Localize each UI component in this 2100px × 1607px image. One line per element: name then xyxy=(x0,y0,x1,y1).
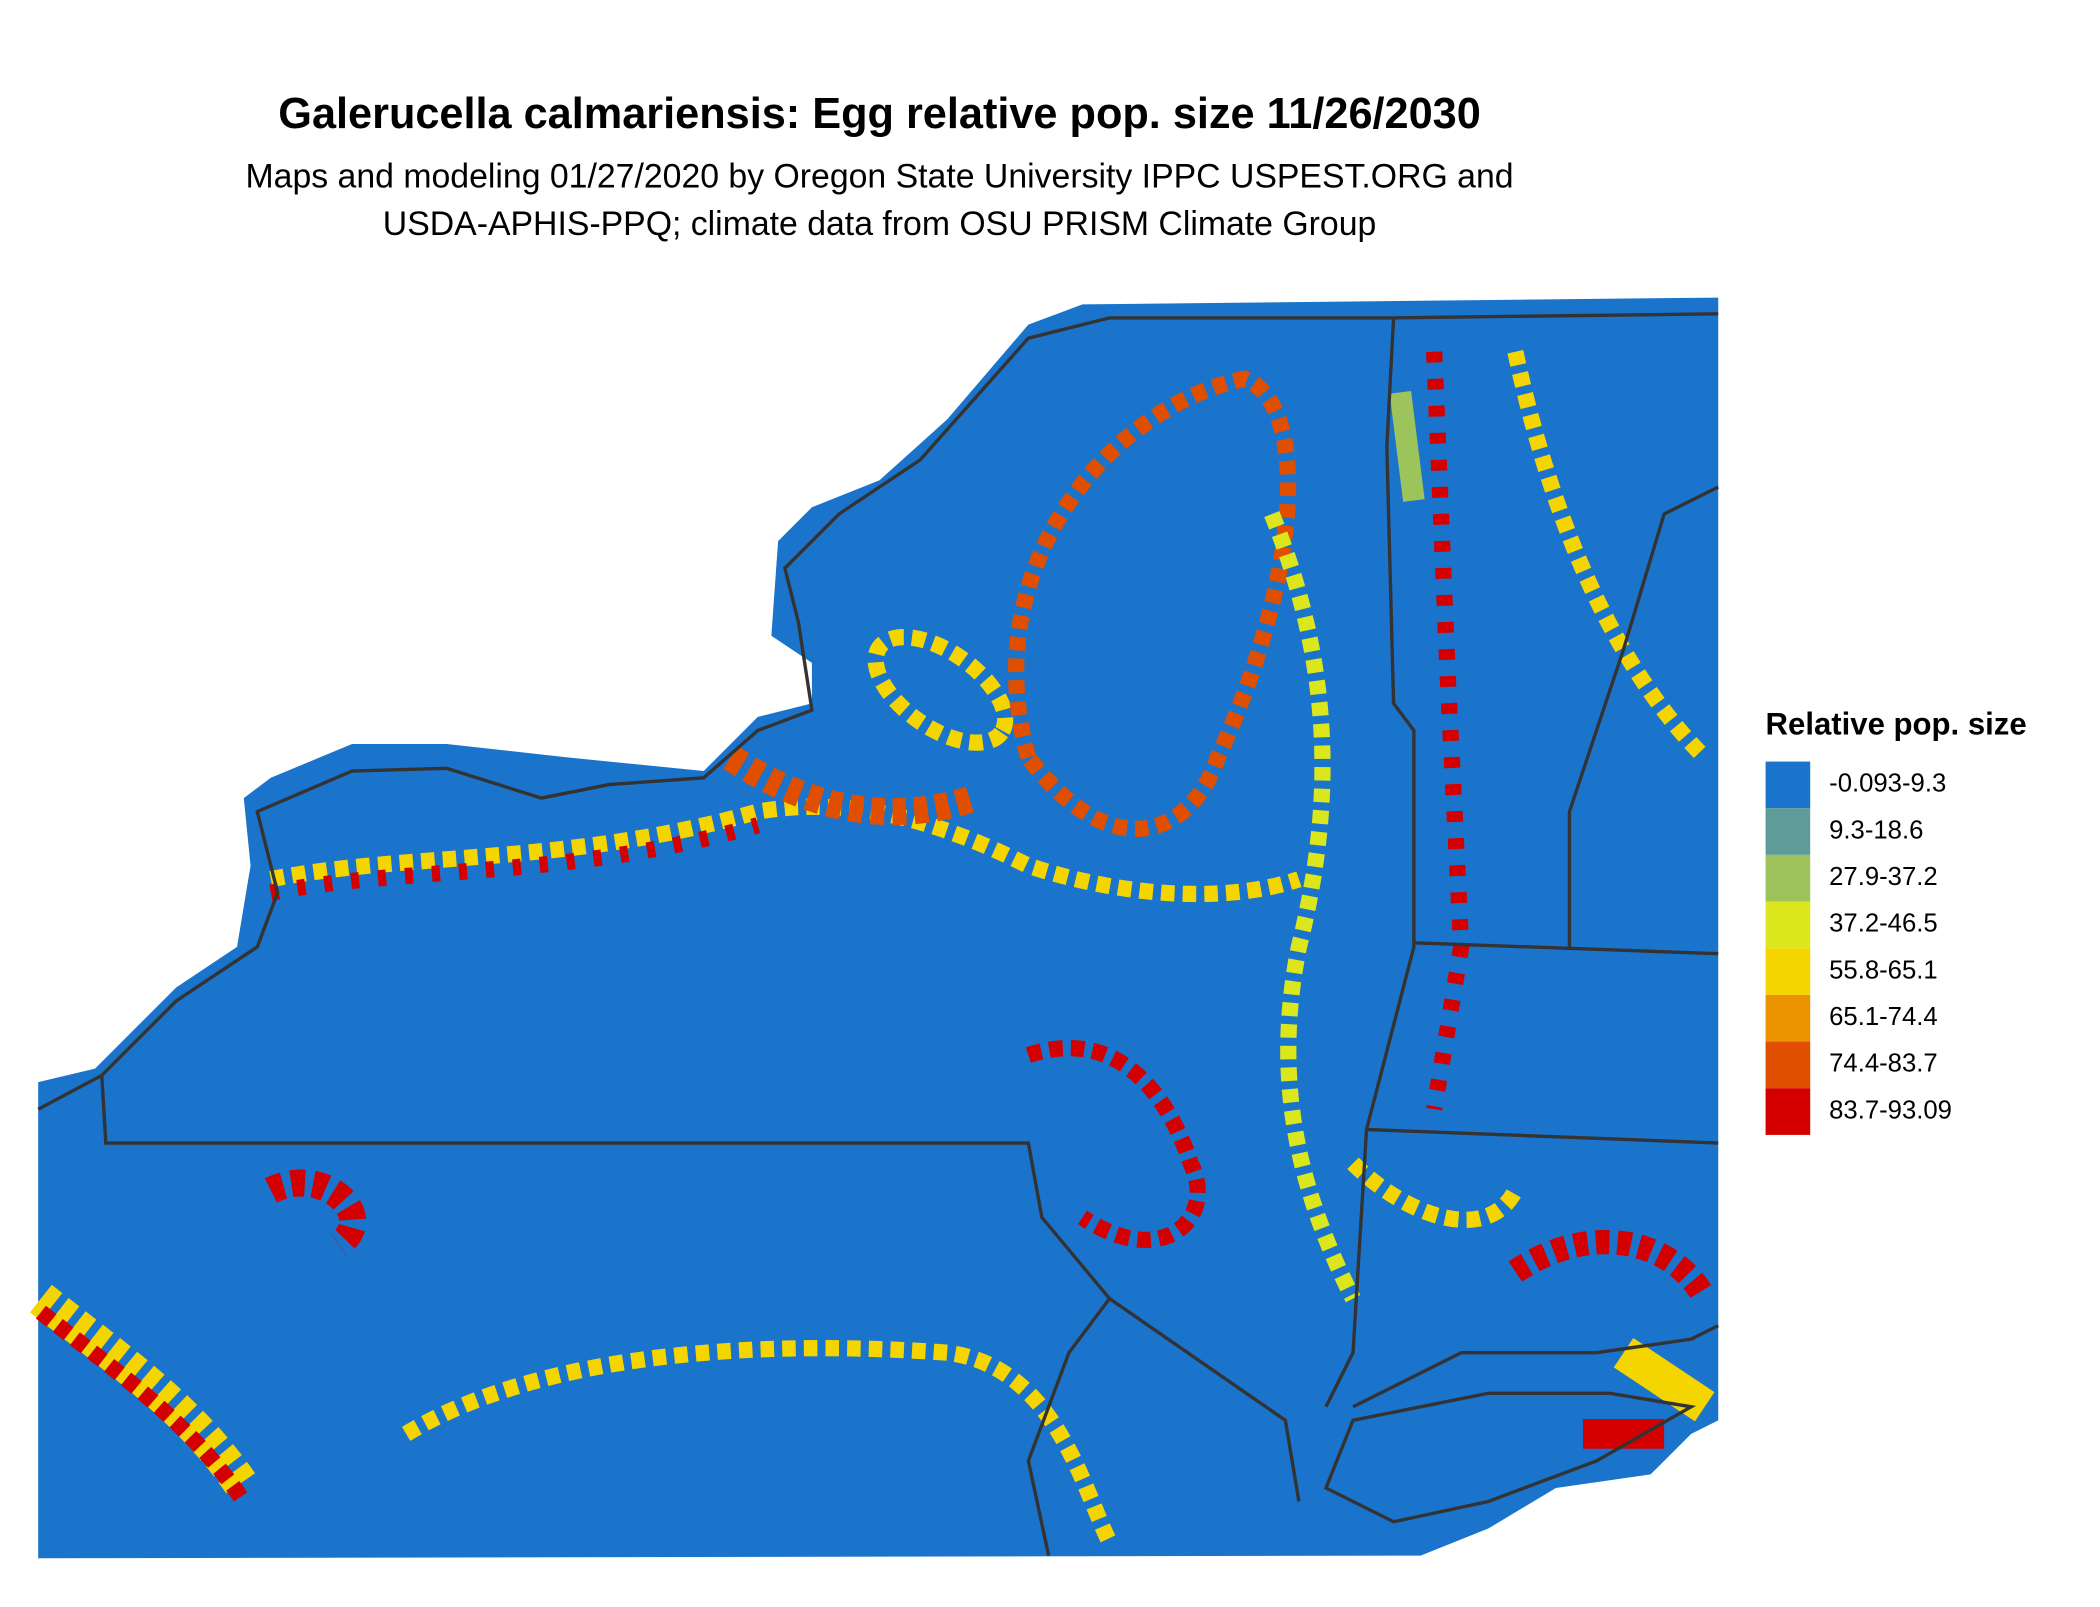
hotspot xyxy=(264,1169,366,1256)
legend-label: 37.2-46.5 xyxy=(1829,910,1938,938)
legend-label: 83.7-93.09 xyxy=(1829,1096,1952,1124)
hotspots xyxy=(29,349,1716,1546)
border xyxy=(1366,1127,1719,1145)
legend-swatch xyxy=(1765,994,1811,1042)
hotspot xyxy=(1426,351,1470,1111)
legend-label: 74.4-83.7 xyxy=(1829,1050,1938,1078)
hotspot xyxy=(1347,1157,1523,1228)
hotspot xyxy=(401,1340,1117,1546)
legend-label: 9.3-18.6 xyxy=(1829,816,1923,844)
border xyxy=(1352,1324,1719,1409)
legend: Relative pop. size -0.093-9.3 9.3-18.6 27.… xyxy=(1765,707,2027,1135)
raster-map xyxy=(29,297,1719,1559)
border xyxy=(100,1075,1301,1502)
legend-swatch xyxy=(1765,901,1811,949)
legend-swatch xyxy=(1765,761,1811,809)
hotspot xyxy=(1613,1338,1715,1422)
hotspot xyxy=(1389,390,1425,502)
legend-label: 55.8-65.1 xyxy=(1829,956,1938,984)
legend-swatch xyxy=(1765,948,1811,995)
legend-label: 65.1-74.4 xyxy=(1829,1003,1938,1031)
legend-title: Relative pop. size xyxy=(1766,707,2027,742)
hotspot xyxy=(1507,349,1711,764)
border xyxy=(1324,317,1416,1408)
legend-swatch xyxy=(1765,1088,1811,1135)
legend-label: -0.093-9.3 xyxy=(1829,770,1946,798)
map-title: Galerucella calmariensis: Egg relative p… xyxy=(278,90,1480,138)
hotspot xyxy=(1025,1039,1206,1248)
state-borders xyxy=(37,312,1719,1556)
hotspot xyxy=(867,628,1014,751)
legend-label: 27.9-37.2 xyxy=(1829,863,1938,891)
border xyxy=(1413,941,1719,956)
map-region xyxy=(38,297,1719,1559)
hotspot xyxy=(1264,511,1361,1303)
hotspot xyxy=(1008,370,1297,837)
border xyxy=(1026,1297,1111,1556)
hotspot xyxy=(1508,1229,1716,1305)
border xyxy=(37,312,1719,1111)
legend-swatch xyxy=(1765,808,1811,855)
hotspot xyxy=(29,1284,259,1498)
hotspot xyxy=(269,817,761,901)
hotspot xyxy=(35,1305,251,1506)
hotspot xyxy=(723,746,979,826)
map-subtitle: USDA-APHIS-PPQ; climate data from OSU PR… xyxy=(383,205,1377,243)
border xyxy=(1567,485,1719,947)
map-subtitle: Maps and modeling 01/27/2020 by Oregon S… xyxy=(246,157,1514,195)
border xyxy=(1323,1391,1697,1524)
legend-swatch xyxy=(1765,854,1811,902)
legend-swatch xyxy=(1765,1041,1811,1089)
